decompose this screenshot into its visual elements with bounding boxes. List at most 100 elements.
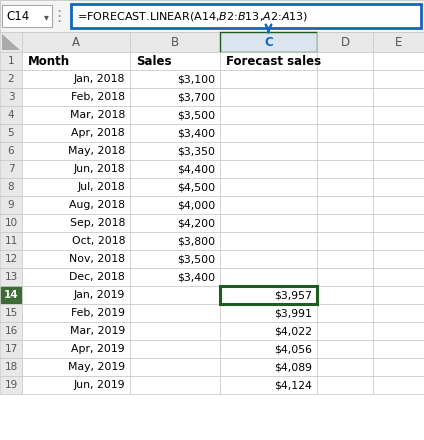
Text: $4,124: $4,124 — [274, 380, 312, 390]
Bar — [22, 52, 130, 70]
Text: 19: 19 — [4, 380, 18, 390]
Text: 4: 4 — [8, 110, 14, 120]
Text: Apr, 2019: Apr, 2019 — [71, 344, 125, 354]
Bar — [373, 268, 424, 286]
Text: ⋮: ⋮ — [51, 8, 67, 23]
Bar — [130, 322, 220, 340]
Bar — [220, 322, 317, 340]
Bar — [317, 196, 373, 214]
Bar — [220, 268, 317, 286]
Text: 6: 6 — [8, 146, 14, 156]
Bar — [220, 232, 317, 250]
Bar — [373, 142, 424, 160]
Bar — [0, 0, 424, 32]
Bar — [220, 358, 317, 376]
Bar — [22, 376, 130, 394]
Bar — [317, 304, 373, 322]
Bar — [22, 232, 130, 250]
Bar — [0, 376, 22, 394]
Bar — [130, 286, 220, 304]
Bar — [373, 232, 424, 250]
Bar — [22, 250, 130, 268]
Bar — [130, 304, 220, 322]
Bar — [22, 70, 130, 88]
Bar — [373, 196, 424, 214]
Bar — [22, 214, 130, 232]
Bar — [130, 268, 220, 286]
Bar — [317, 88, 373, 106]
Bar — [0, 304, 22, 322]
Bar — [130, 32, 220, 52]
Bar — [373, 286, 424, 304]
Bar — [0, 32, 22, 52]
Text: 16: 16 — [4, 326, 18, 336]
Text: $3,957: $3,957 — [274, 290, 312, 300]
Bar — [317, 286, 373, 304]
Bar — [22, 196, 130, 214]
Bar — [130, 124, 220, 142]
Text: Sep, 2018: Sep, 2018 — [70, 218, 125, 228]
Text: $3,500: $3,500 — [177, 110, 215, 120]
Bar — [130, 88, 220, 106]
Bar — [317, 250, 373, 268]
Text: 2: 2 — [8, 74, 14, 84]
Text: $4,400: $4,400 — [177, 164, 215, 174]
Bar — [220, 340, 317, 358]
Text: $3,991: $3,991 — [274, 308, 312, 318]
Text: 3: 3 — [8, 92, 14, 102]
Bar — [220, 70, 317, 88]
Bar — [0, 322, 22, 340]
Bar — [22, 358, 130, 376]
Bar — [130, 52, 220, 70]
Bar — [317, 322, 373, 340]
Bar — [0, 196, 22, 214]
Text: Jan, 2018: Jan, 2018 — [74, 74, 125, 84]
Text: $3,800: $3,800 — [177, 236, 215, 246]
Text: $4,200: $4,200 — [177, 218, 215, 228]
Text: C: C — [264, 36, 273, 48]
Text: Jun, 2019: Jun, 2019 — [73, 380, 125, 390]
Bar — [373, 214, 424, 232]
Text: 5: 5 — [8, 128, 14, 138]
Bar — [220, 160, 317, 178]
Text: Jan, 2019: Jan, 2019 — [74, 290, 125, 300]
Text: Feb, 2018: Feb, 2018 — [71, 92, 125, 102]
Text: 14: 14 — [4, 290, 18, 300]
Text: 9: 9 — [8, 200, 14, 210]
Bar — [22, 88, 130, 106]
Bar — [22, 124, 130, 142]
Bar — [220, 214, 317, 232]
Text: Nov, 2018: Nov, 2018 — [69, 254, 125, 264]
Bar — [220, 32, 317, 52]
Text: 1: 1 — [8, 56, 14, 66]
Text: May, 2018: May, 2018 — [68, 146, 125, 156]
Text: Jul, 2018: Jul, 2018 — [77, 182, 125, 192]
Bar — [0, 286, 22, 304]
Bar — [373, 52, 424, 70]
Text: 10: 10 — [4, 218, 17, 228]
Text: 11: 11 — [4, 236, 18, 246]
Bar — [220, 376, 317, 394]
Bar — [317, 160, 373, 178]
Bar — [373, 376, 424, 394]
Bar — [373, 304, 424, 322]
Bar — [22, 322, 130, 340]
Bar — [373, 322, 424, 340]
Bar — [220, 124, 317, 142]
Bar — [317, 178, 373, 196]
Bar — [130, 142, 220, 160]
Bar — [0, 250, 22, 268]
Bar — [220, 304, 317, 322]
Bar — [130, 178, 220, 196]
Bar — [130, 214, 220, 232]
Bar — [0, 124, 22, 142]
Bar — [373, 70, 424, 88]
Bar — [22, 160, 130, 178]
Bar — [373, 178, 424, 196]
Text: 12: 12 — [4, 254, 18, 264]
Text: Forecast sales: Forecast sales — [226, 55, 321, 67]
Text: Mar, 2018: Mar, 2018 — [70, 110, 125, 120]
Bar — [0, 268, 22, 286]
Text: E: E — [395, 36, 402, 48]
Bar — [373, 106, 424, 124]
